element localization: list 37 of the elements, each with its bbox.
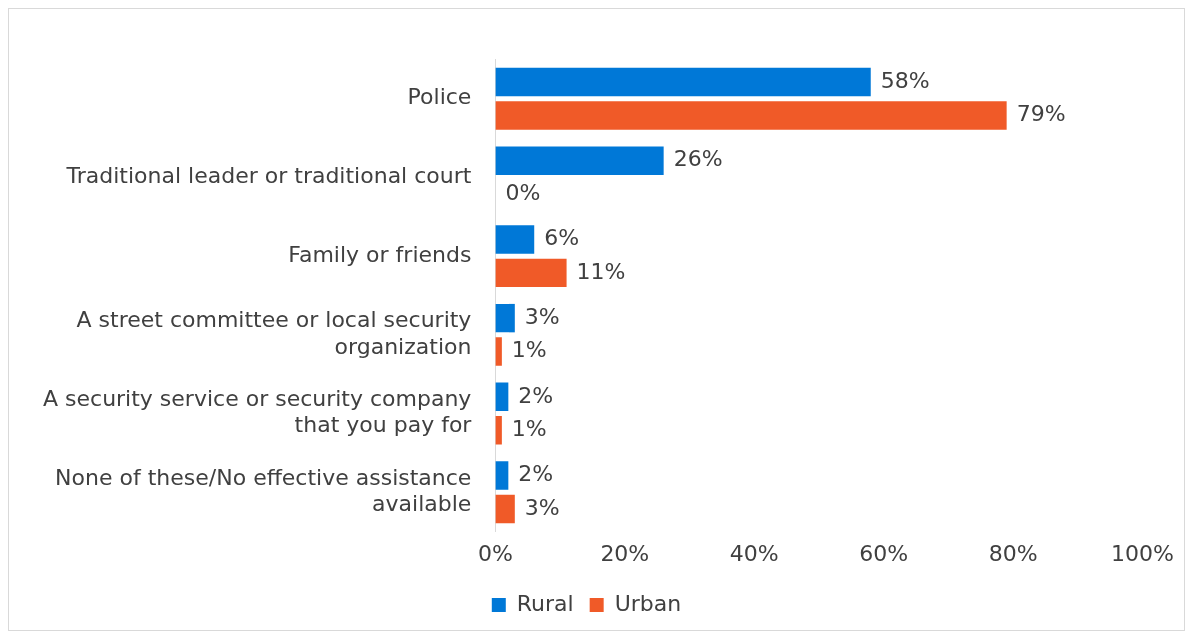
data-label: 0% xyxy=(505,179,541,205)
data-label: 26% xyxy=(673,146,723,172)
x-tick-label: 0% xyxy=(477,540,513,566)
x-tick-label: 20% xyxy=(600,540,650,566)
bar xyxy=(495,461,509,490)
bar xyxy=(495,303,515,333)
data-label: 6% xyxy=(544,225,580,251)
bar xyxy=(495,382,509,412)
bar xyxy=(495,258,567,288)
data-label: 3% xyxy=(524,494,560,520)
data-label: 1% xyxy=(511,337,547,363)
bar xyxy=(495,101,1007,130)
y-tick-label: A street committee or local security organization xyxy=(76,307,472,359)
bar xyxy=(495,225,535,254)
data-label: 2% xyxy=(518,461,554,487)
x-tick-label: 100% xyxy=(1111,540,1175,566)
legend-label: Urban xyxy=(614,590,682,616)
bar xyxy=(495,146,664,175)
legend-label: Rural xyxy=(516,590,574,616)
y-tick-label: Police xyxy=(407,84,472,110)
bar xyxy=(495,67,871,97)
data-label: 3% xyxy=(524,303,560,329)
x-tick-label: 60% xyxy=(859,540,909,566)
y-tick-label: Traditional leader or traditional court xyxy=(65,163,472,189)
data-label: 1% xyxy=(511,415,547,441)
x-tick-label: 80% xyxy=(988,540,1038,566)
data-label: 79% xyxy=(1016,101,1066,127)
y-tick-label: A security service or security company that you pay for xyxy=(42,386,473,438)
x-tick-label: 40% xyxy=(729,540,779,566)
data-label: 58% xyxy=(880,67,930,93)
y-tick-label: Family or friends xyxy=(288,241,472,267)
bar xyxy=(495,416,502,445)
bar xyxy=(495,337,502,366)
data-label: 11% xyxy=(576,258,626,284)
data-label: 2% xyxy=(518,382,554,408)
bar xyxy=(495,494,515,524)
y-tick-label: None of these/No effective assistance available xyxy=(55,464,472,517)
